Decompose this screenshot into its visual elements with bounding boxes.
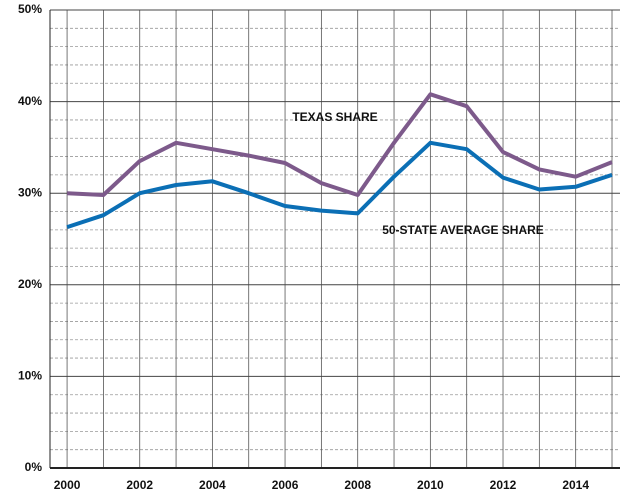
x-tick-label: 2010 bbox=[417, 478, 444, 492]
y-tick-label: 10% bbox=[18, 369, 42, 383]
x-tick-label: 2002 bbox=[126, 478, 153, 492]
y-tick-label: 40% bbox=[18, 94, 42, 108]
x-tick-label: 2004 bbox=[199, 478, 226, 492]
series-line bbox=[67, 92, 613, 197]
x-tick-label: 2008 bbox=[344, 478, 371, 492]
series-label: 50-STATE AVERAGE SHARE bbox=[382, 223, 544, 237]
x-tick-label: 2014 bbox=[562, 478, 589, 492]
series-label: TEXAS SHARE bbox=[292, 110, 377, 124]
x-tick-label: 2000 bbox=[54, 478, 81, 492]
y-tick-label: 0% bbox=[25, 460, 43, 474]
y-tick-label: 50% bbox=[18, 2, 42, 16]
y-tick-label: 30% bbox=[18, 185, 42, 199]
x-tick-label: 2006 bbox=[272, 478, 299, 492]
y-tick-label: 20% bbox=[18, 277, 42, 291]
series-line bbox=[66, 140, 613, 230]
x-tick-label: 2012 bbox=[490, 478, 517, 492]
